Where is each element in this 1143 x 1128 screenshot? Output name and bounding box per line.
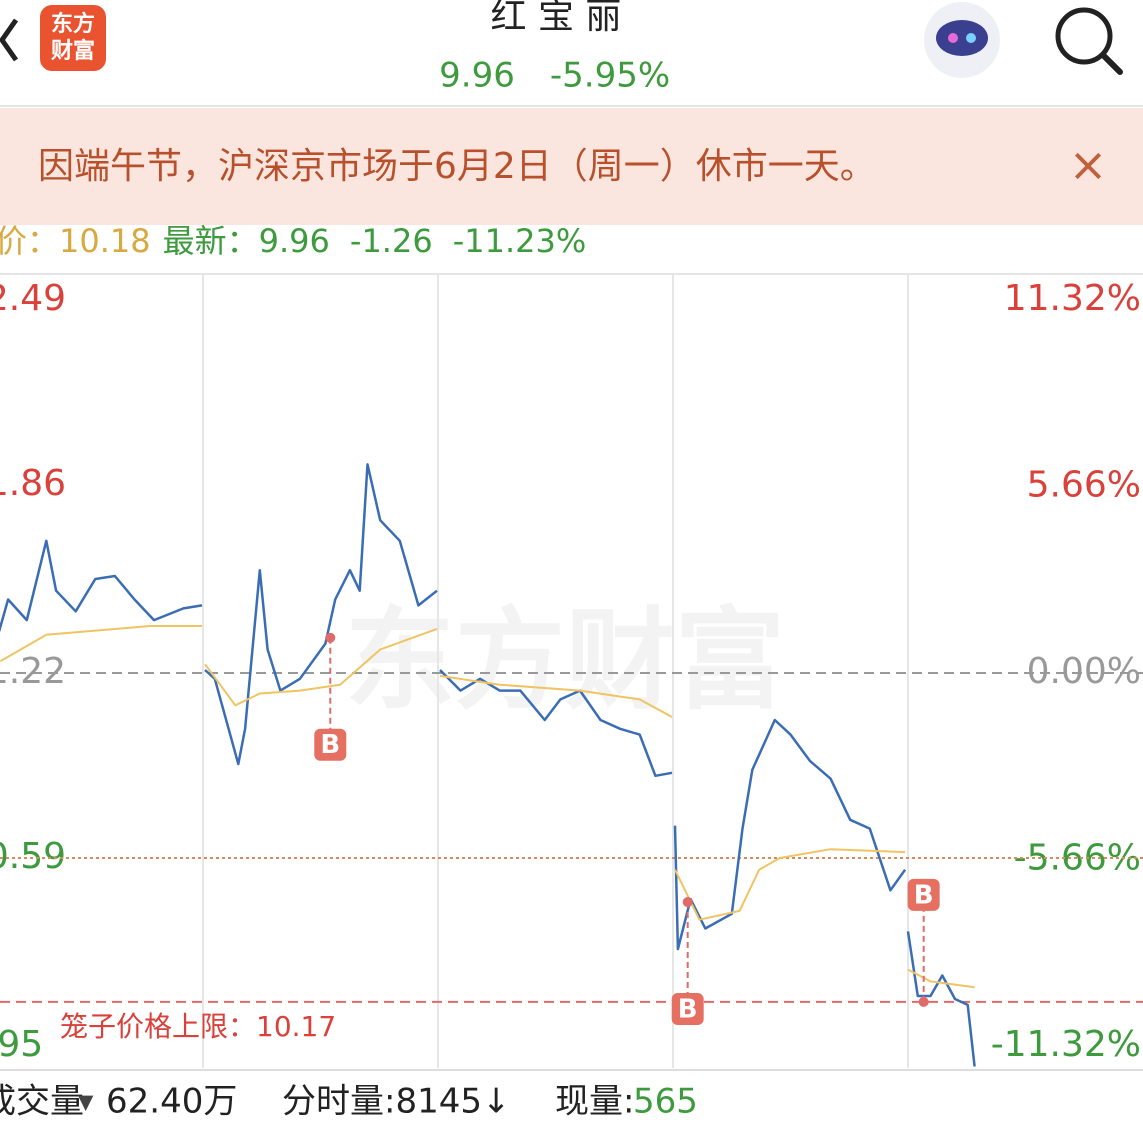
volume-label[interactable]: 成交量 bbox=[0, 1082, 84, 1122]
y-tick-label: 11.86 bbox=[0, 463, 66, 504]
series-line bbox=[0, 625, 202, 663]
series-line bbox=[439, 669, 673, 778]
header-price: 9.96 bbox=[439, 56, 515, 96]
trade-point bbox=[325, 632, 336, 643]
minute-volume: 分时量:8145↓ bbox=[282, 1082, 510, 1122]
series-line bbox=[673, 718, 907, 951]
series-line bbox=[674, 848, 906, 921]
y-tick-label: 10.59 bbox=[0, 836, 66, 877]
notice-close[interactable]: × bbox=[1069, 138, 1108, 192]
series-line bbox=[0, 539, 203, 633]
current-label: 现量: bbox=[555, 1082, 634, 1122]
logo[interactable] bbox=[40, 5, 106, 71]
stock-name: 红 宝 丽 bbox=[491, 0, 622, 37]
latest-change: -1.26 bbox=[350, 222, 433, 260]
avg-label: 均价： bbox=[0, 222, 59, 260]
y-tick-label: 9.95 bbox=[0, 1024, 43, 1065]
current-value: 565 bbox=[633, 1082, 698, 1122]
y-tick-label: 12.49 bbox=[0, 278, 66, 319]
series-line bbox=[204, 627, 438, 707]
latest-label: 最新： bbox=[163, 222, 259, 260]
back-arrow[interactable] bbox=[0, 18, 19, 62]
series-line bbox=[906, 931, 976, 1067]
trade-badge bbox=[314, 728, 347, 761]
trade-point bbox=[682, 897, 693, 908]
logo-text: 财富 bbox=[51, 38, 95, 64]
series-line bbox=[204, 463, 438, 766]
search-icon[interactable] bbox=[1055, 7, 1113, 65]
y2-tick-label: 0.00% bbox=[1027, 651, 1141, 692]
y-tick-label: 11.22 bbox=[0, 651, 66, 692]
chart: 东方财富 12.49 11.86 11.22 10.59 9.95 11.32% 5.66% 0… bbox=[0, 275, 1143, 1068]
trade-badge bbox=[671, 993, 704, 1026]
volume-value: 62.40万 bbox=[106, 1082, 237, 1122]
latest-pct: -11.23% bbox=[453, 222, 587, 260]
notice-bar bbox=[0, 108, 1143, 225]
info-line: 均价：10.18 最新：9.96 -1.26 -11.23% bbox=[0, 222, 586, 260]
trade-label: B bbox=[320, 730, 340, 760]
y2-tick-label: -11.32% bbox=[991, 1024, 1141, 1065]
trade-label: B bbox=[678, 995, 698, 1025]
trade-point bbox=[918, 996, 929, 1007]
y2-tick-label: 5.66% bbox=[1027, 465, 1141, 506]
avg-value: 10.18 bbox=[59, 222, 151, 260]
volume-dropdown[interactable]: ▼ bbox=[78, 1090, 94, 1114]
notice-text: 因端午节，沪深京市场于6月2日（周一）休市一天。 bbox=[38, 146, 876, 187]
header-change: -5.95% bbox=[550, 56, 670, 96]
reference-label: 笼子价格上限：10.17 bbox=[60, 1010, 336, 1043]
trade-label: B bbox=[914, 880, 934, 910]
y2-tick-label: 11.32% bbox=[1004, 278, 1141, 319]
series-line bbox=[907, 968, 975, 989]
watermark: 东方财富 bbox=[345, 596, 785, 724]
trade-badge bbox=[907, 878, 940, 911]
latest-value: 9.96 bbox=[259, 222, 330, 260]
series-line bbox=[439, 674, 673, 718]
logo-text: 东方 bbox=[51, 11, 95, 37]
